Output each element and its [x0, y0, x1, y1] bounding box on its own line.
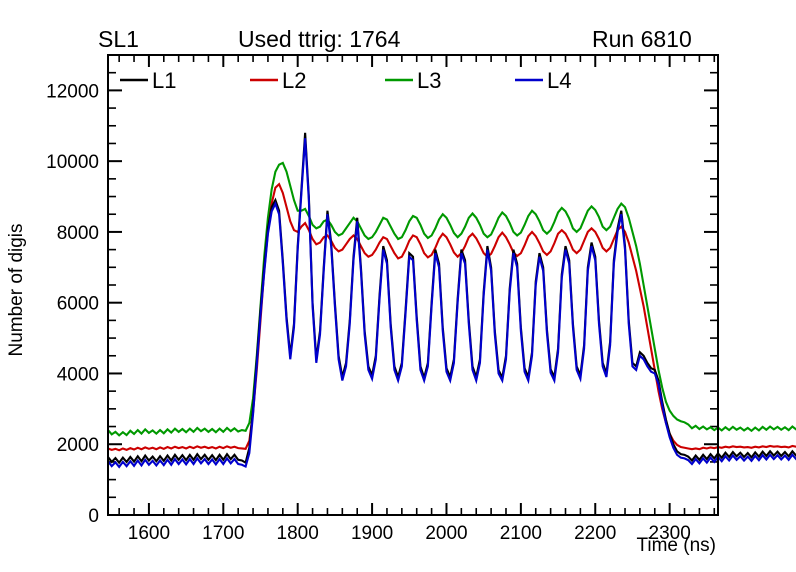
x-tick-label: 1900	[351, 523, 393, 544]
panel-title-used-ttrig: Used ttrig: 1764	[238, 26, 401, 52]
legend-label-l2: L2	[282, 68, 306, 93]
y-axis-title: Number of digis	[6, 223, 27, 356]
legend-label-l4: L4	[547, 68, 571, 93]
data-series-layer	[107, 132, 796, 469]
y-tick-label: 2000	[57, 435, 99, 456]
legend-label-l1: L1	[152, 68, 176, 93]
axis-tick-labels: 1600 1700 1800 1900 2000 2100 2200 2300 0 2000 400…	[46, 81, 691, 544]
series-line-l2	[107, 182, 796, 452]
x-tick-label: 2000	[425, 523, 467, 544]
plot-frame	[107, 54, 719, 516]
x-tick-label: 1800	[277, 523, 319, 544]
x-tick-label: 2200	[574, 523, 616, 544]
legend-label-l3: L3	[417, 68, 441, 93]
series-line-l3	[107, 161, 796, 437]
panel-label-run: Run 6810	[592, 26, 692, 52]
x-tick-label: 1600	[128, 523, 170, 544]
x-axis-title: Time (ns)	[636, 535, 716, 556]
legend: L1 L2 L3 L4	[120, 68, 571, 93]
series-line-l4	[107, 138, 796, 469]
y-tick-label: 6000	[57, 294, 99, 315]
y-tick-label: 10000	[46, 152, 99, 173]
y-tick-label: 8000	[57, 223, 99, 244]
series-line-l1	[107, 132, 796, 465]
x-tick-label: 1700	[202, 523, 244, 544]
x-tick-label: 2300	[649, 523, 691, 544]
y-tick-label: 0	[88, 506, 99, 527]
x-tick-label: 2100	[500, 523, 542, 544]
axis-ticks	[108, 54, 718, 516]
panel-label-superlayer: SL1	[98, 26, 139, 52]
y-tick-label: 12000	[46, 81, 99, 102]
y-tick-label: 4000	[57, 364, 99, 385]
